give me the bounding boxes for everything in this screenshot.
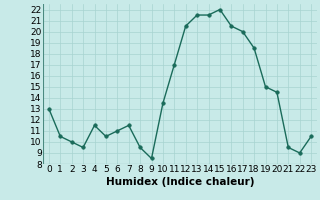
X-axis label: Humidex (Indice chaleur): Humidex (Indice chaleur): [106, 177, 254, 187]
